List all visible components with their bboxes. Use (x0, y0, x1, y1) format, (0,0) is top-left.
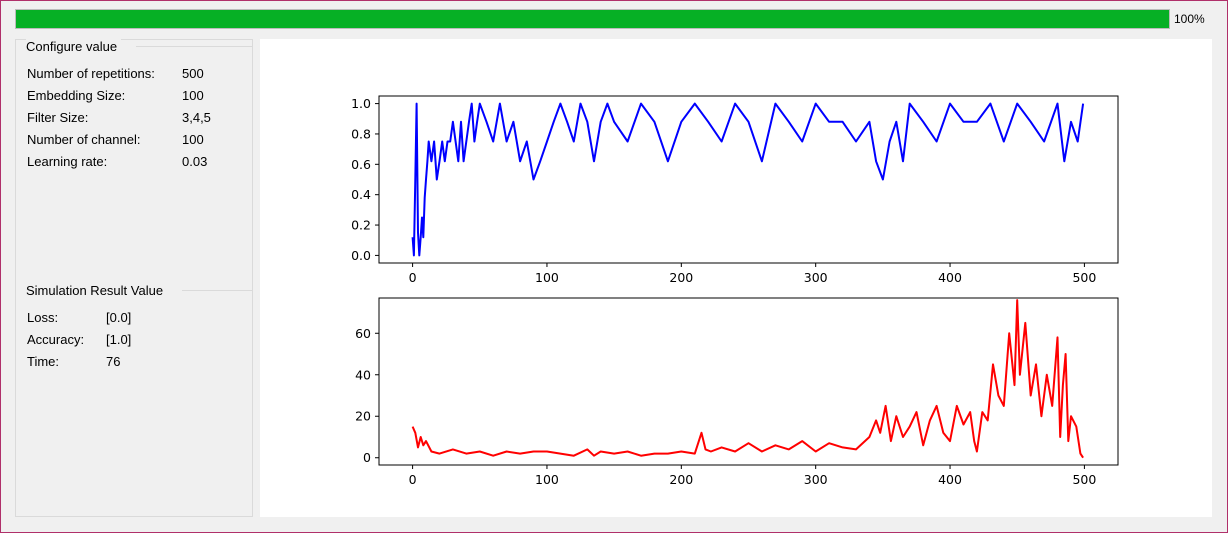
progress-bar (15, 9, 1170, 29)
x-tick-label: 500 (1072, 270, 1096, 285)
y-tick-label: 0.6 (351, 157, 371, 172)
y-tick-label: 0 (363, 450, 371, 465)
x-tick-label: 400 (938, 270, 962, 285)
axes-frame (378, 297, 1119, 466)
y-tick-label: 0.4 (351, 187, 371, 202)
config-value: 100 (182, 132, 204, 147)
result-label: Time: (27, 354, 60, 369)
config-label: Number of channel: (27, 132, 141, 147)
x-tick-label: 500 (1072, 472, 1096, 487)
result-group-divider (182, 290, 252, 291)
accuracy-chart: 0 100 200 300 400 500 0.0 0.2 0.4 0.6 0.8 1.0 (351, 95, 1119, 285)
config-label: Number of repetitions: (27, 66, 155, 81)
config-label: Embedding Size: (27, 88, 126, 103)
y-tick-label: 20 (355, 409, 371, 424)
config-label: Learning rate: (27, 154, 108, 169)
result-value: [0.0] (106, 310, 132, 325)
x-tick-label: 300 (804, 270, 828, 285)
series-line-0 (411, 102, 1085, 257)
result-value: [1.0] (106, 332, 132, 347)
x-tick-label: 100 (535, 270, 559, 285)
y-tick-label: 1.0 (351, 96, 371, 111)
x-tick-label: 0 (409, 472, 417, 487)
y-tick-label: 0.0 (351, 248, 371, 263)
result-label: Loss: (27, 310, 59, 325)
x-tick-label: 200 (669, 472, 693, 487)
config-value: 0.03 (182, 154, 208, 169)
settings-panel: Configure value Number of repetitions: 5… (15, 39, 253, 517)
y-tick-label: 0.2 (351, 218, 371, 233)
series-line-0 (411, 299, 1084, 459)
loss-chart: 0 100 200 300 400 500 0 20 40 60 (355, 297, 1119, 487)
plot-canvas: 0 100 200 300 400 500 0.0 0.2 0.4 0.6 0.8 1.0 0 100 20… (260, 39, 1212, 517)
y-tick-label: 60 (355, 326, 371, 341)
config-value: 100 (182, 88, 204, 103)
config-value: 3,4,5 (182, 110, 211, 125)
x-tick-label: 400 (938, 472, 962, 487)
y-tick-label: 0.8 (351, 126, 371, 141)
axes-frame (378, 95, 1119, 264)
x-tick-label: 0 (409, 270, 417, 285)
progress-bar-fill (16, 10, 1169, 28)
config-label: Filter Size: (27, 110, 89, 125)
y-tick-label: 40 (355, 367, 371, 382)
progress-percent: 100% (1174, 12, 1205, 26)
config-value: 500 (182, 66, 204, 81)
result-group-title: Simulation Result Value (26, 283, 168, 298)
result-value: 76 (106, 354, 121, 369)
configure-group-title: Configure value (26, 39, 122, 54)
configure-group-divider (136, 46, 252, 47)
x-tick-label: 100 (535, 472, 559, 487)
x-tick-label: 300 (804, 472, 828, 487)
x-tick-label: 200 (669, 270, 693, 285)
result-label: Accuracy: (27, 332, 85, 347)
